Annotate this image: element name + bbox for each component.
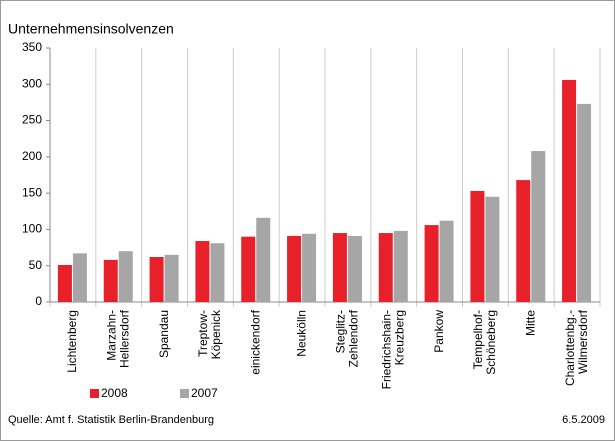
bar bbox=[72, 253, 87, 302]
legend-label: 2008 bbox=[101, 386, 128, 400]
bar bbox=[103, 259, 118, 302]
y-tick-label: 100 bbox=[22, 222, 42, 236]
x-tick-label: Kreuzberg bbox=[392, 310, 406, 365]
y-tick-label: 200 bbox=[22, 149, 42, 163]
y-tick-label: 50 bbox=[29, 258, 43, 272]
bar bbox=[195, 241, 210, 302]
x-tick-label: Neukölln bbox=[294, 310, 308, 357]
bar bbox=[210, 243, 225, 302]
chart-title: Unternehmensinsolvenzen bbox=[8, 21, 174, 37]
legend-swatch bbox=[180, 389, 189, 398]
bar bbox=[470, 190, 485, 302]
y-tick-label: 0 bbox=[35, 294, 42, 308]
x-tick-label: Zehlendorf bbox=[347, 309, 361, 367]
x-tick-label: Friedrichshain- bbox=[379, 310, 393, 389]
x-tick-label: Marzahn- bbox=[104, 310, 118, 361]
bar bbox=[256, 217, 271, 302]
bar bbox=[577, 103, 592, 302]
x-tick-label: Charlottenbg.- bbox=[563, 310, 577, 386]
x-tick-label: Mitte bbox=[523, 310, 537, 336]
bar bbox=[118, 251, 133, 302]
bar bbox=[332, 233, 347, 302]
x-tick-label: Köpenick bbox=[209, 309, 223, 359]
bar bbox=[302, 233, 317, 302]
y-tick-label: 250 bbox=[22, 113, 42, 127]
y-tick-label: 150 bbox=[22, 185, 42, 199]
bar bbox=[424, 225, 439, 302]
x-tick-label: Schöneberg bbox=[484, 310, 498, 375]
bar bbox=[57, 264, 72, 302]
bar bbox=[393, 230, 408, 302]
x-tick-label: Steglitz- bbox=[334, 310, 348, 353]
x-tick-label: Pankow bbox=[432, 310, 446, 353]
x-tick-label: Tempelhof- bbox=[471, 310, 485, 369]
x-tick-label: Hellersdorf bbox=[117, 309, 131, 368]
source: Quelle: Amt f. Statistik Berlin-Brandenb… bbox=[8, 414, 214, 426]
bar bbox=[241, 236, 256, 302]
bar bbox=[149, 257, 164, 302]
bar bbox=[562, 79, 577, 302]
legend-label: 2007 bbox=[191, 386, 218, 400]
bar bbox=[164, 254, 179, 302]
bar bbox=[516, 180, 531, 302]
bar bbox=[531, 151, 546, 302]
x-tick-label: Wilmersdorf bbox=[576, 309, 590, 374]
date: 6.5.2009 bbox=[562, 414, 605, 426]
x-tick-label: Lichtenberg bbox=[65, 310, 79, 373]
x-tick-label: Treptow- bbox=[196, 310, 210, 357]
bar bbox=[439, 220, 454, 302]
x-tick-label: Spandau bbox=[157, 310, 171, 358]
bar bbox=[347, 235, 362, 302]
y-tick-label: 350 bbox=[22, 40, 42, 54]
bar bbox=[287, 235, 302, 302]
legend-swatch bbox=[90, 389, 99, 398]
bar bbox=[378, 233, 393, 302]
x-tick-label: einickendorf bbox=[248, 309, 262, 374]
bar bbox=[485, 196, 500, 302]
y-tick-label: 300 bbox=[22, 76, 42, 90]
